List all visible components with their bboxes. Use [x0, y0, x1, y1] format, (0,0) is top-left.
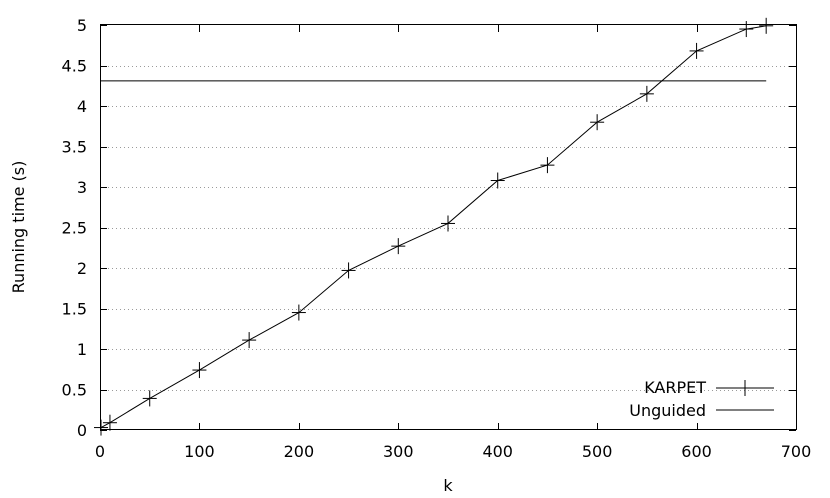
x-tick-label: 700 — [781, 442, 812, 461]
x-tick-label: 400 — [482, 442, 513, 461]
legend: KARPET Unguided — [629, 378, 774, 420]
data-point-karpet — [759, 17, 774, 34]
data-point-karpet — [590, 114, 605, 131]
x-tick-label: 600 — [681, 442, 712, 461]
data-point-karpet — [242, 332, 257, 349]
y-tick-label: 2 — [77, 259, 87, 278]
legend-label-unguided: Unguided — [629, 401, 706, 420]
y-tick-label: 4.5 — [62, 57, 87, 76]
y-tick-label: 3 — [77, 178, 87, 197]
plot-frame — [100, 24, 797, 430]
data-point-karpet — [391, 238, 406, 255]
y-tick-label: 2.5 — [62, 219, 87, 238]
data-point-karpet — [540, 157, 555, 174]
x-tick-label: 500 — [582, 442, 613, 461]
y-tick-label: 4 — [77, 97, 87, 116]
data-point-karpet — [192, 362, 207, 379]
data-point-karpet — [490, 172, 505, 189]
axis-ticks: 0 0.5 1 1.5 2 2.5 3 3.5 4 4.5 5 0 100 200 300 400 500 600… — [62, 16, 812, 461]
data-point-karpet — [291, 304, 306, 321]
y-tick-label: 3.5 — [62, 138, 87, 157]
data-point-karpet — [639, 85, 654, 102]
data-point-karpet — [142, 390, 157, 407]
data-point-karpet — [102, 414, 117, 431]
x-axis-label: k — [443, 476, 453, 495]
x-tick-label: 200 — [284, 442, 315, 461]
y-tick-label: 5 — [77, 16, 87, 35]
series-line-karpet — [100, 25, 767, 429]
data-point-karpet — [739, 21, 754, 38]
legend-label-karpet: KARPET — [644, 378, 706, 397]
x-tick-label: 300 — [383, 442, 414, 461]
data-point-karpet — [341, 262, 356, 279]
data-point-karpet — [441, 215, 455, 232]
y-tick-label: 1 — [77, 340, 87, 359]
y-axis-label: Running time (s) — [9, 161, 28, 294]
x-tick-label: 100 — [184, 442, 215, 461]
y-tick-label: 0.5 — [62, 381, 87, 400]
series-layer — [93, 17, 774, 436]
x-tick-label: 0 — [95, 442, 105, 461]
y-tick-label: 0 — [77, 421, 87, 440]
y-tick-label: 1.5 — [62, 300, 87, 319]
data-point-karpet — [689, 42, 704, 59]
